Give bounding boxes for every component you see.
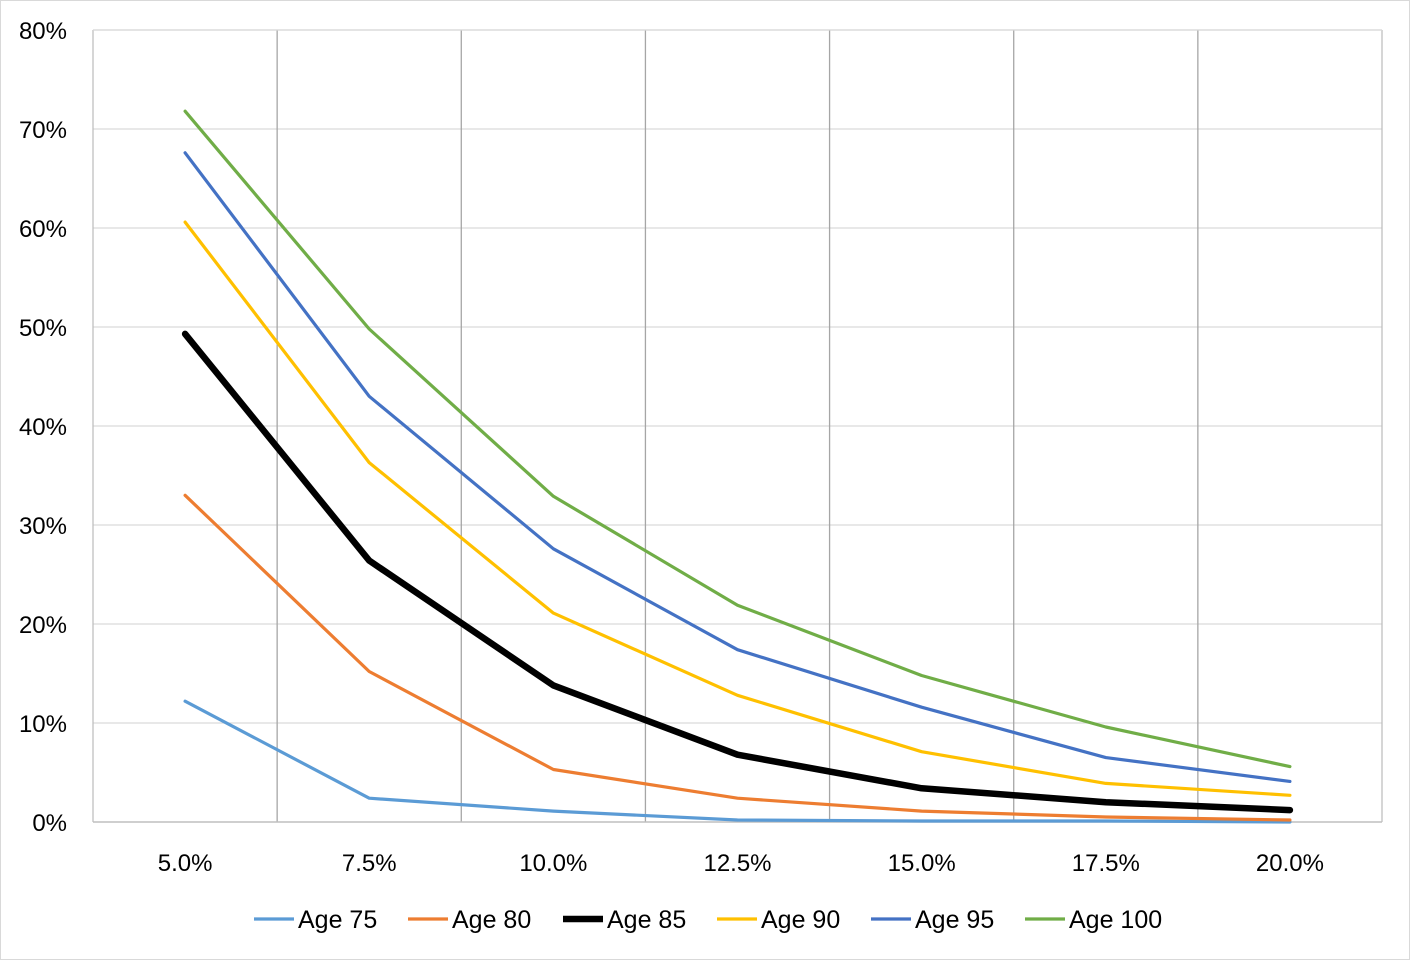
series-line-age-80 — [183, 493, 1292, 822]
series-line-age-75 — [183, 699, 1292, 824]
y-axis-tick-labels: 0% 10% 20% 30% 40% 50% 60% 70% 80% — [19, 18, 67, 837]
y-tick-label: 80% — [19, 18, 67, 45]
y-tick-label: 70% — [19, 117, 67, 144]
y-tick-label: 10% — [19, 711, 67, 738]
y-tick-label: 50% — [19, 315, 67, 342]
series-line-age-95 — [183, 151, 1292, 784]
x-tick-label: 15.0% — [888, 850, 956, 877]
legend-item: Age 90 — [717, 906, 840, 934]
x-tick-label: 12.5% — [703, 850, 771, 877]
y-tick-label: 20% — [19, 612, 67, 639]
legend-label: Age 90 — [761, 906, 840, 934]
y-tick-label: 40% — [19, 414, 67, 441]
x-tick-label: 7.5% — [342, 850, 397, 877]
legend: Age 75 Age 80 Age 85 Age 90 Age 95 Age 100 — [254, 906, 1162, 934]
x-tick-label: 10.0% — [519, 850, 587, 877]
x-axis-tick-labels: 5.0% 7.5% 10.0% 12.5% 15.0% 17.5% 20.0% — [158, 850, 1324, 877]
series-line-age-85 — [181, 330, 1294, 814]
legend-label: Age 80 — [452, 906, 531, 934]
legend-label: Age 100 — [1069, 906, 1162, 934]
legend-label: Age 75 — [298, 906, 377, 934]
y-tick-label: 30% — [19, 513, 67, 540]
legend-item: Age 75 — [254, 906, 377, 934]
series-line-age-100 — [183, 109, 1292, 769]
y-tick-label: 60% — [19, 216, 67, 243]
x-tick-label: 17.5% — [1072, 850, 1140, 877]
y-tick-label: 0% — [32, 810, 67, 837]
legend-item: Age 85 — [563, 906, 686, 934]
x-tick-label: 20.0% — [1256, 850, 1324, 877]
legend-label: Age 95 — [915, 906, 994, 934]
series-lines — [181, 109, 1294, 824]
legend-label: Age 85 — [607, 906, 686, 934]
legend-item: Age 100 — [1025, 906, 1162, 934]
legend-item: Age 80 — [408, 906, 531, 934]
legend-item: Age 95 — [871, 906, 994, 934]
gridlines — [92, 29, 1383, 822]
x-tick-label: 5.0% — [158, 850, 213, 877]
series-line-age-90 — [183, 220, 1292, 797]
